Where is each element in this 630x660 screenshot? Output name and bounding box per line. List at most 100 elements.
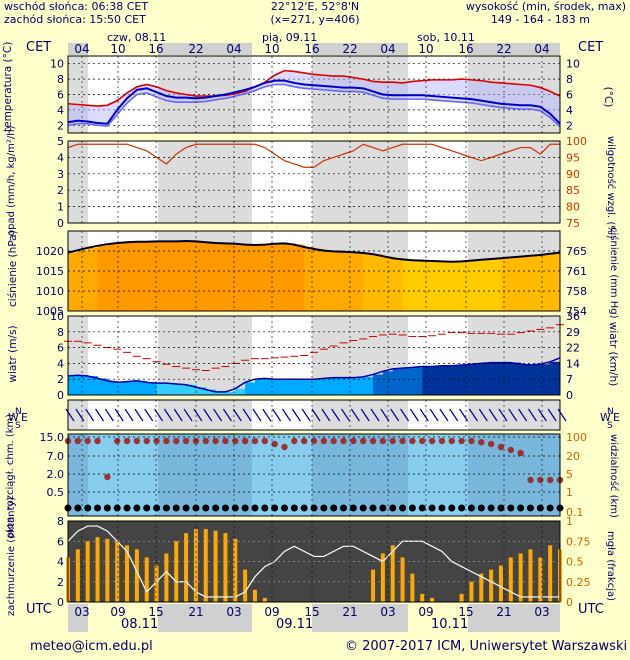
cloud-base-dot bbox=[428, 504, 436, 512]
wind-tick: 0 bbox=[57, 389, 64, 402]
pressure-bar bbox=[77, 250, 89, 311]
coordinates-label: 22°12'E, 52°8'N bbox=[270, 0, 360, 13]
wind-speed-bar bbox=[136, 380, 148, 395]
fog-bar bbox=[371, 569, 376, 602]
wind-speed-bar bbox=[97, 378, 108, 395]
time-strip-shade bbox=[468, 604, 560, 632]
panel-frame bbox=[67, 55, 561, 134]
wind-direction-arrow bbox=[370, 408, 380, 422]
time-strip-shade bbox=[312, 43, 408, 55]
cloudcover-tick: 2 bbox=[57, 576, 64, 589]
visibility-tick: 100 bbox=[566, 431, 587, 444]
cloud-base-dot bbox=[359, 504, 367, 512]
temperature-line-mid bbox=[67, 79, 561, 125]
wind-kmh-tick: 14 bbox=[566, 357, 580, 370]
wind-speed-bar bbox=[215, 391, 226, 395]
precip-tick: 4 bbox=[57, 151, 64, 164]
cloud-base-dot bbox=[271, 504, 279, 512]
pressure-mmhg-tick: 754 bbox=[566, 305, 587, 318]
visibility-ylabel: widzialność (km) bbox=[608, 434, 619, 518]
pressure-bar bbox=[68, 252, 79, 311]
pressure-line bbox=[67, 239, 561, 263]
visibility-dot bbox=[251, 437, 259, 445]
visibility-dot bbox=[300, 437, 308, 445]
wind-direction-arrow bbox=[449, 408, 459, 422]
wind-direction-arrow bbox=[321, 408, 331, 422]
wind-kmh-tick: 0 bbox=[566, 389, 573, 402]
pressure-bar bbox=[471, 260, 482, 311]
wind-direction-arrow bbox=[65, 408, 75, 422]
temperature-tick-right: 8 bbox=[566, 73, 573, 86]
pressure-bar bbox=[156, 241, 167, 311]
visibility-dot bbox=[281, 443, 288, 451]
wind-speed-bar bbox=[205, 389, 217, 395]
fog-bar bbox=[75, 549, 80, 602]
cloud-base-dot bbox=[418, 504, 426, 512]
wind-direction-arrow bbox=[272, 408, 282, 422]
pressure-bar bbox=[510, 257, 522, 311]
pressure-tick: 1010 bbox=[36, 285, 64, 298]
footer-email[interactable]: meteo@icm.edu.pl bbox=[30, 639, 153, 654]
tz-top-left: CET bbox=[26, 40, 52, 55]
hour-label-top: 10 bbox=[264, 42, 279, 56]
pressure-tick: 1015 bbox=[36, 265, 64, 278]
pressure-ylabel: ciśnienie (hPa) bbox=[7, 230, 19, 307]
cloud-base-dot bbox=[507, 504, 515, 512]
temperature-tick: 4 bbox=[57, 104, 64, 117]
hour-label-top: 04 bbox=[380, 42, 395, 56]
wind-direction-arrow bbox=[360, 408, 370, 422]
pressure-bar bbox=[166, 241, 177, 311]
wind-direction-arrow bbox=[95, 408, 105, 422]
wind-speed-bar bbox=[68, 376, 79, 395]
humidity-tick: 75 bbox=[566, 217, 580, 230]
fog-bar bbox=[95, 537, 100, 602]
pressure-bar bbox=[245, 244, 256, 311]
wind-direction-arrow bbox=[124, 408, 134, 422]
time-strip-shade bbox=[68, 43, 88, 55]
wind-direction-arrow bbox=[331, 408, 341, 422]
wind-kmh-tick: 7 bbox=[566, 373, 573, 386]
wind-direction-arrow bbox=[518, 408, 528, 422]
wind-direction-arrow bbox=[262, 408, 272, 422]
fog-bar bbox=[498, 565, 503, 602]
wind-direction-arrow bbox=[380, 408, 390, 422]
visibility-dot bbox=[478, 439, 485, 446]
precip-tick: 1 bbox=[57, 201, 64, 214]
temperature-line-min bbox=[67, 83, 561, 128]
pressure-bar bbox=[333, 251, 345, 311]
wind-ylabel: wiatr (m/s) bbox=[7, 325, 19, 383]
wind-direction-arrow bbox=[488, 408, 498, 422]
compass-n: N bbox=[15, 407, 22, 417]
wind-tick: 8 bbox=[57, 326, 64, 339]
visibility-tick: 0.1 bbox=[566, 506, 584, 519]
wind-direction-arrow bbox=[459, 408, 469, 422]
pressure-bar bbox=[412, 260, 423, 311]
wind-direction-arrow bbox=[341, 408, 351, 422]
cloud-base-dot bbox=[379, 504, 387, 512]
pressure-bar bbox=[107, 244, 118, 311]
pressure-mmhg-tick: 765 bbox=[566, 245, 587, 258]
hour-label-top: 04 bbox=[534, 42, 549, 56]
visibility-dot bbox=[222, 437, 229, 445]
night-shade bbox=[312, 400, 408, 430]
wind-speed-bar bbox=[274, 379, 285, 395]
wind-direction-arrow bbox=[547, 408, 557, 422]
fog-tick: 0 bbox=[566, 596, 573, 609]
cloud-base-dot bbox=[448, 504, 456, 512]
wind-direction-arrow bbox=[183, 408, 193, 422]
pressure-bar bbox=[304, 247, 315, 311]
wind-speed-bar bbox=[254, 379, 266, 395]
fog-tick: 1 bbox=[566, 515, 573, 528]
visibility-dot bbox=[507, 446, 514, 454]
fog-bar bbox=[154, 565, 159, 602]
fog-bar bbox=[115, 541, 120, 602]
visibility-dot bbox=[350, 437, 357, 445]
hour-label-bottom: 03 bbox=[534, 605, 549, 619]
cloud-base-dot bbox=[399, 504, 407, 512]
fog-bar bbox=[459, 593, 464, 602]
wind-speed-bar bbox=[166, 383, 177, 395]
cloud-base-dot bbox=[182, 504, 190, 512]
pressure-bar bbox=[402, 259, 413, 311]
pressure-bar bbox=[540, 255, 551, 311]
